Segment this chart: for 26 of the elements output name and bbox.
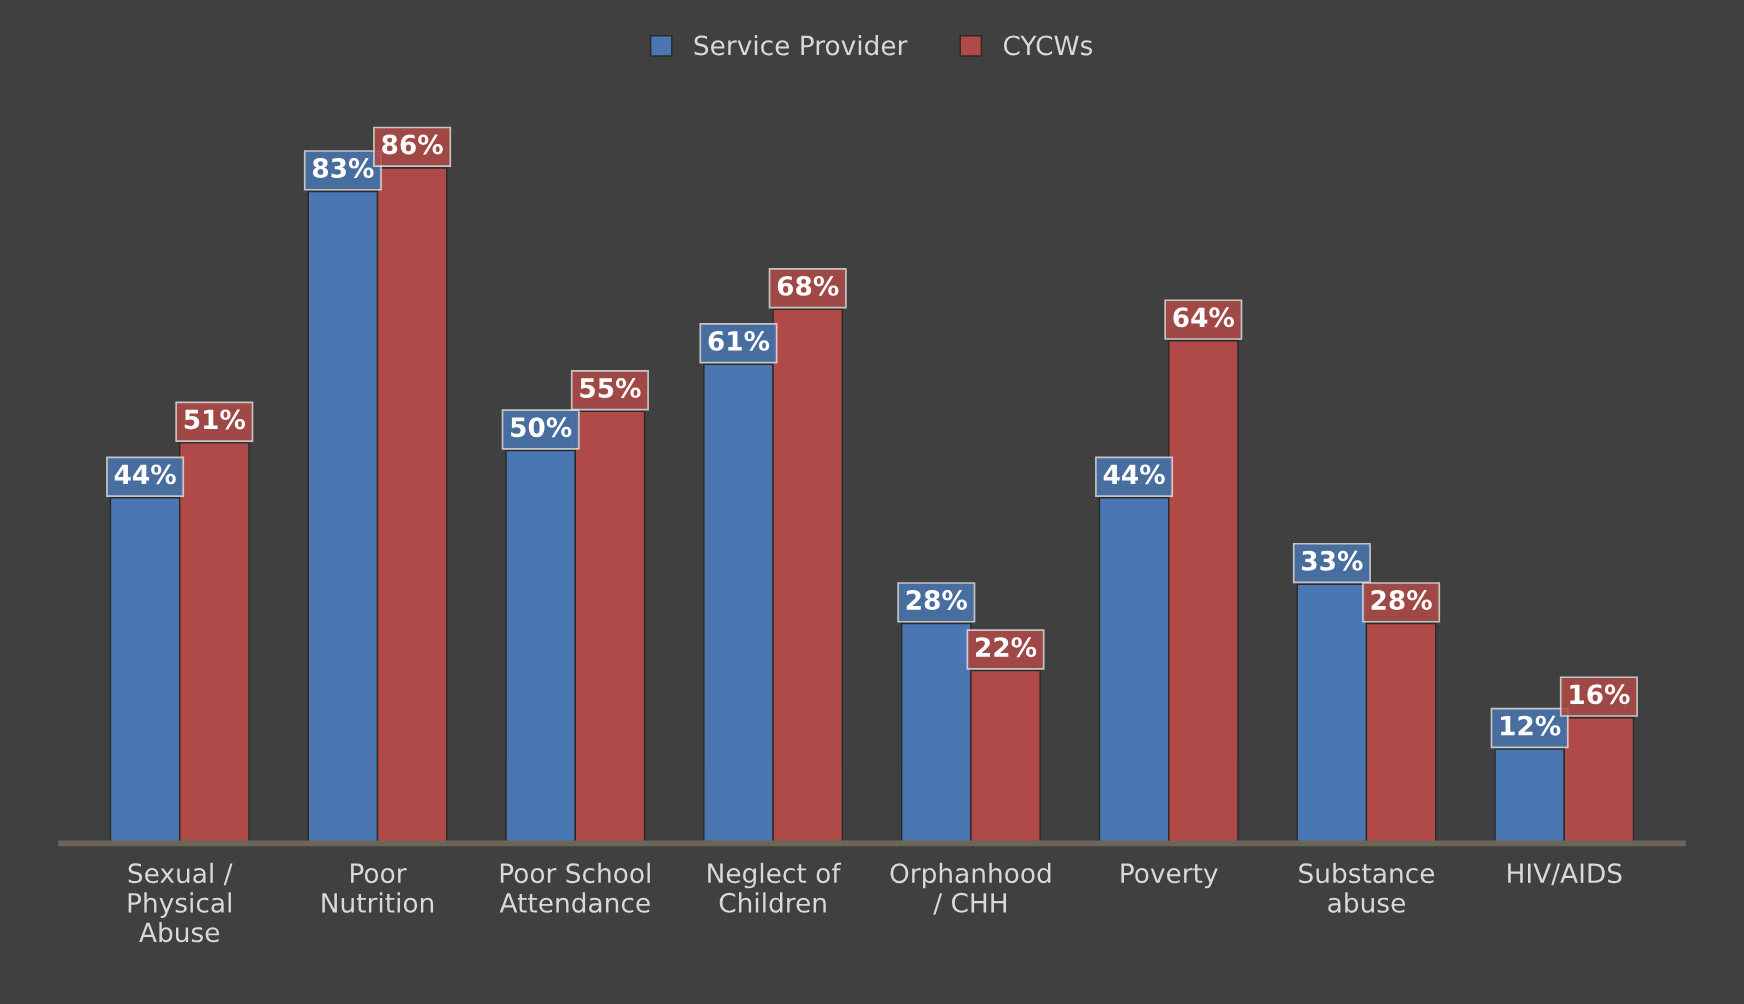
data-label: 61% — [708, 330, 770, 351]
x-tick-label: Poor Nutrition — [322, 863, 434, 913]
x-tick-label: Sexual / Physical Abuse — [128, 862, 233, 943]
data-label: 55% — [580, 378, 641, 398]
data-label: 44% — [114, 464, 176, 485]
data-label: 44% — [1103, 464, 1165, 485]
x-tick-label: Poor School Attendance — [499, 862, 650, 913]
x-tick-label: HIV/AIDS — [1508, 863, 1622, 886]
data-label: 64% — [1173, 307, 1235, 328]
data-label: 68% — [777, 275, 839, 296]
data-label: 22% — [976, 637, 1037, 658]
data-label: 33% — [1302, 550, 1363, 571]
data-label: 28% — [1371, 590, 1432, 611]
data-label: 16% — [1570, 684, 1630, 705]
legend-label: Service Provider — [694, 34, 908, 56]
x-tick-label: Orphanhood / CHH — [890, 862, 1051, 915]
x-tick-label: Substance abuse — [1299, 862, 1435, 913]
data-label: 50% — [511, 417, 572, 438]
x-tick-label: Neglect of Children — [708, 862, 842, 913]
x-tick-label: Poverty — [1121, 863, 1218, 889]
data-label: 51% — [184, 409, 246, 430]
data-label: 83% — [312, 158, 374, 179]
data-label: 12% — [1501, 715, 1561, 736]
data-label: 86% — [382, 134, 443, 155]
legend-label: CYCWs — [1003, 35, 1093, 56]
data-label: 28% — [906, 590, 968, 611]
